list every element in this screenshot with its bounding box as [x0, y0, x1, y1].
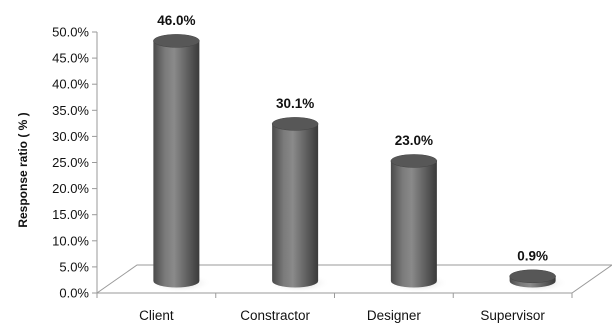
- chart-floor: [95, 264, 612, 294]
- category-labels: Client Constractor Designer Supervisor: [139, 308, 545, 323]
- y-tick-label: 20.0%: [52, 181, 89, 196]
- bar-body: [390, 160, 437, 288]
- y-tick-label: 50.0%: [52, 25, 89, 40]
- data-label: 30.1%: [276, 96, 314, 111]
- y-tick-label: 30.0%: [52, 129, 89, 144]
- y-tick-label: 15.0%: [52, 207, 89, 222]
- bar-top-cap: [271, 117, 319, 131]
- y-tick-label: 5.0%: [59, 259, 89, 274]
- bars-group: [149, 34, 568, 293]
- chart-axes: [95, 32, 612, 298]
- y-tick-label: 0.0%: [59, 286, 89, 301]
- data-label: 0.9%: [517, 248, 548, 263]
- bar-client: [149, 34, 212, 293]
- bar-supervisor: [505, 269, 568, 293]
- category-label: Client: [139, 308, 174, 323]
- data-label: 23.0%: [395, 133, 433, 148]
- y-axis-ticks: 0.0% 5.0% 10.0% 15.0% 20.0% 25.0% 30.0% 35.0% 40…: [52, 25, 97, 301]
- y-tick-label: 40.0%: [52, 77, 89, 92]
- y-axis-label: Response ratio ( % ): [16, 112, 30, 227]
- category-label: Supervisor: [480, 308, 545, 323]
- bar-top-cap: [153, 34, 200, 48]
- y-tick-label: 35.0%: [52, 103, 89, 118]
- category-label: Designer: [367, 308, 422, 323]
- y-tick-label: 10.0%: [52, 233, 89, 248]
- y-tick-label: 45.0%: [52, 51, 89, 66]
- bar-top-cap: [390, 154, 438, 168]
- category-label: Constractor: [240, 308, 310, 323]
- y-tick-label: 25.0%: [52, 155, 89, 170]
- bar-top-cap: [509, 269, 556, 284]
- bar-designer: [386, 154, 449, 293]
- data-label: 46.0%: [157, 13, 195, 28]
- bar-body: [272, 123, 319, 288]
- data-labels: 46.0% 30.1% 23.0% 0.9%: [157, 13, 548, 263]
- bar-constractor: [268, 117, 331, 293]
- bar-body: [153, 40, 200, 288]
